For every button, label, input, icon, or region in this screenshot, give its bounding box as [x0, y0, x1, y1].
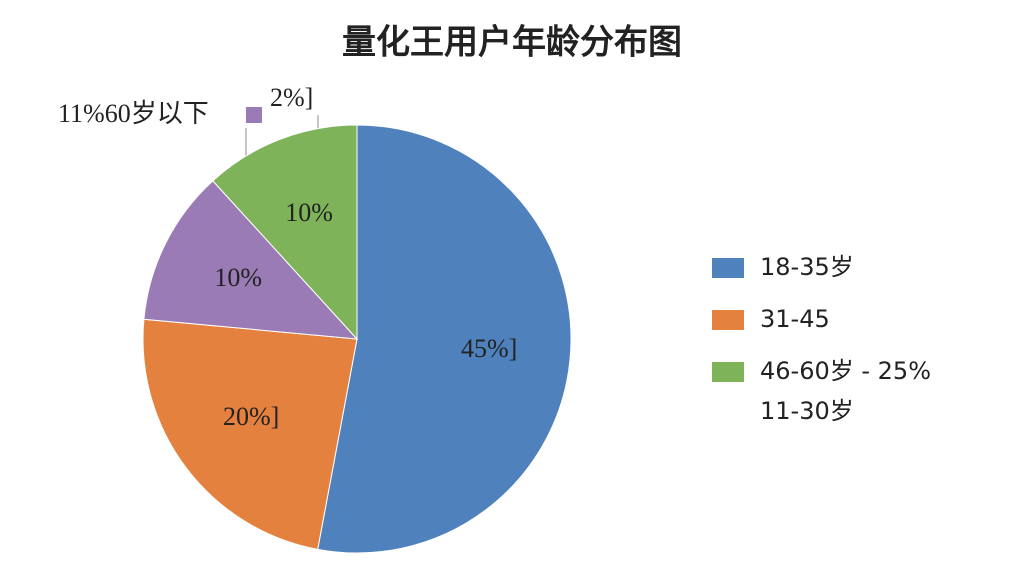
legend-swatch — [712, 258, 744, 278]
legend-swatch — [712, 310, 744, 330]
pie-slice — [143, 180, 359, 340]
pie-slice — [317, 124, 572, 554]
slice-label: 45%] — [461, 334, 517, 363]
legend-label: 46-60岁 - 25% — [760, 357, 931, 385]
pie-slice — [142, 318, 358, 550]
legend-note: 11-30岁 — [760, 397, 854, 425]
slice-label: 10% — [285, 198, 333, 227]
slice-label: 10% — [214, 263, 262, 292]
pie-slice — [212, 124, 358, 341]
annotation: 11%60岁以下 — [58, 99, 209, 128]
chart-title: 量化王用户年龄分布图 — [342, 23, 682, 63]
legend-label: 18-35岁 — [760, 253, 854, 281]
legend-swatch — [712, 362, 744, 382]
legend-label: 31-45 — [760, 305, 830, 333]
annotation-swatch — [246, 107, 262, 123]
slice-label: 20%] — [223, 402, 279, 431]
annotation: 2%] — [270, 83, 313, 112]
